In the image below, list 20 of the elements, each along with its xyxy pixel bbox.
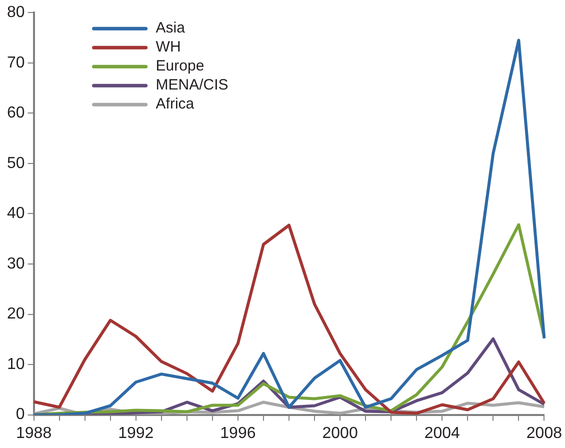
y-tick-label: 60 [7,104,25,122]
y-tick-label: 50 [7,154,25,172]
legend-label: Europe [156,58,204,75]
x-tick-label: 2004 [424,424,460,442]
y-tick-label: 10 [7,356,25,373]
y-tick-label: 20 [7,306,25,323]
x-tick-label: 1996 [220,424,256,442]
y-tick-label: 40 [7,205,25,222]
x-tick-label: 1988 [16,424,52,442]
y-tick-label: 0 [16,406,25,424]
y-tick-label: 70 [7,54,25,72]
y-tick-label: 80 [7,4,25,22]
legend-label: MENA/CIS [156,76,228,94]
legend-label: Africa [156,96,195,113]
x-tick-label: 2008 [526,424,562,442]
x-tick-label: 2000 [322,424,358,442]
y-tick-label: 30 [7,255,25,272]
legend-label: WH [156,38,181,56]
legend-label: Asia [156,20,186,37]
x-tick-label: 1992 [118,424,154,442]
